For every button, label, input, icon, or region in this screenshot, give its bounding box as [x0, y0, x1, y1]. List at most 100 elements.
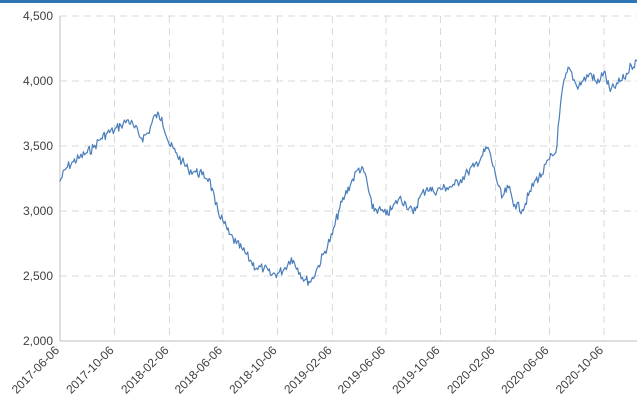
data-point	[405, 202, 407, 204]
data-point	[609, 90, 611, 92]
data-point	[181, 161, 183, 163]
y-tick-label: 2,500	[23, 269, 53, 283]
data-point	[603, 71, 605, 73]
data-point	[310, 280, 312, 282]
data-point	[155, 114, 157, 116]
data-point	[222, 220, 224, 222]
y-tick-label: 3,500	[23, 139, 53, 153]
data-point	[548, 158, 551, 160]
data-point	[338, 210, 340, 212]
x-tick-label: 2019-10-06	[389, 343, 443, 397]
data-point	[318, 265, 320, 267]
data-point	[175, 151, 177, 154]
data-point	[249, 259, 251, 261]
data-point	[467, 171, 469, 173]
data-point	[582, 80, 584, 82]
data-point	[446, 187, 448, 189]
data-point	[617, 83, 619, 85]
data-point	[494, 174, 497, 176]
data-point	[568, 67, 570, 69]
y-tick-label: 4,500	[23, 9, 53, 23]
data-point	[147, 132, 149, 134]
data-point	[195, 171, 197, 173]
data-point	[398, 197, 400, 199]
data-point	[391, 207, 393, 209]
data-point	[79, 157, 81, 159]
data-point	[350, 181, 352, 183]
data-point	[541, 174, 543, 176]
data-point	[473, 166, 475, 168]
series-line	[59, 59, 637, 286]
data-point	[358, 167, 360, 169]
data-point	[596, 83, 598, 85]
data-point	[501, 197, 503, 199]
data-point	[487, 146, 489, 148]
data-point	[590, 72, 592, 74]
x-tick-label: 2018-02-06	[118, 343, 172, 397]
data-point	[235, 242, 237, 245]
data-point	[276, 272, 279, 274]
data-point	[65, 167, 67, 169]
data-point	[92, 146, 95, 148]
data-point	[460, 179, 462, 181]
x-tick-label: 2017-10-06	[63, 343, 117, 397]
y-tick-label: 2,000	[23, 334, 53, 348]
data-point	[439, 188, 442, 190]
x-tick-label: 2018-06-06	[172, 343, 226, 397]
data-point	[432, 190, 434, 193]
data-point	[377, 209, 379, 211]
x-tick-label: 2020-02-06	[444, 343, 498, 397]
data-point	[535, 179, 537, 181]
data-point	[418, 197, 421, 199]
data-point	[263, 267, 265, 269]
data-point	[141, 137, 143, 139]
data-point	[72, 161, 74, 163]
data-point	[297, 267, 299, 269]
data-point	[120, 124, 122, 126]
data-point	[208, 177, 210, 180]
data-point	[527, 194, 530, 196]
data-point	[127, 119, 129, 121]
data-point	[106, 132, 108, 134]
data-point	[304, 279, 306, 281]
data-point	[344, 194, 346, 196]
data-point	[228, 233, 230, 235]
data-point	[168, 144, 170, 146]
data-point	[100, 137, 102, 139]
data-point	[201, 174, 203, 176]
x-tick-label: 2017-06-06	[9, 343, 63, 397]
data-point	[242, 249, 244, 251]
x-tick-label: 2020-10-06	[553, 343, 607, 397]
data-point	[113, 129, 116, 131]
data-point	[623, 77, 625, 79]
data-point	[214, 203, 216, 206]
data-point	[283, 268, 285, 271]
data-point	[134, 127, 136, 129]
data-point	[385, 214, 387, 216]
data-point	[453, 184, 455, 186]
data-point	[562, 85, 564, 87]
data-point	[364, 172, 366, 174]
y-tick-label: 4,000	[23, 74, 53, 88]
y-tick-label: 3,000	[23, 204, 53, 218]
data-point	[269, 274, 271, 276]
data-point	[255, 267, 258, 269]
data-point	[331, 233, 333, 235]
data-point	[59, 180, 61, 182]
x-tick-label: 2019-06-06	[335, 343, 389, 397]
data-point	[371, 207, 373, 209]
data-point	[630, 64, 632, 66]
data-point	[161, 116, 163, 118]
data-point	[555, 151, 557, 154]
data-point	[521, 209, 523, 211]
data-point	[426, 187, 428, 189]
x-tick-label: 2018-10-06	[226, 343, 280, 397]
data-point	[324, 250, 326, 252]
x-tick-label: 2019-02-06	[281, 343, 335, 397]
data-point	[412, 213, 414, 215]
data-point	[481, 155, 483, 157]
data-point	[576, 85, 578, 87]
data-point	[507, 187, 509, 189]
top-accent-bar	[0, 0, 637, 3]
